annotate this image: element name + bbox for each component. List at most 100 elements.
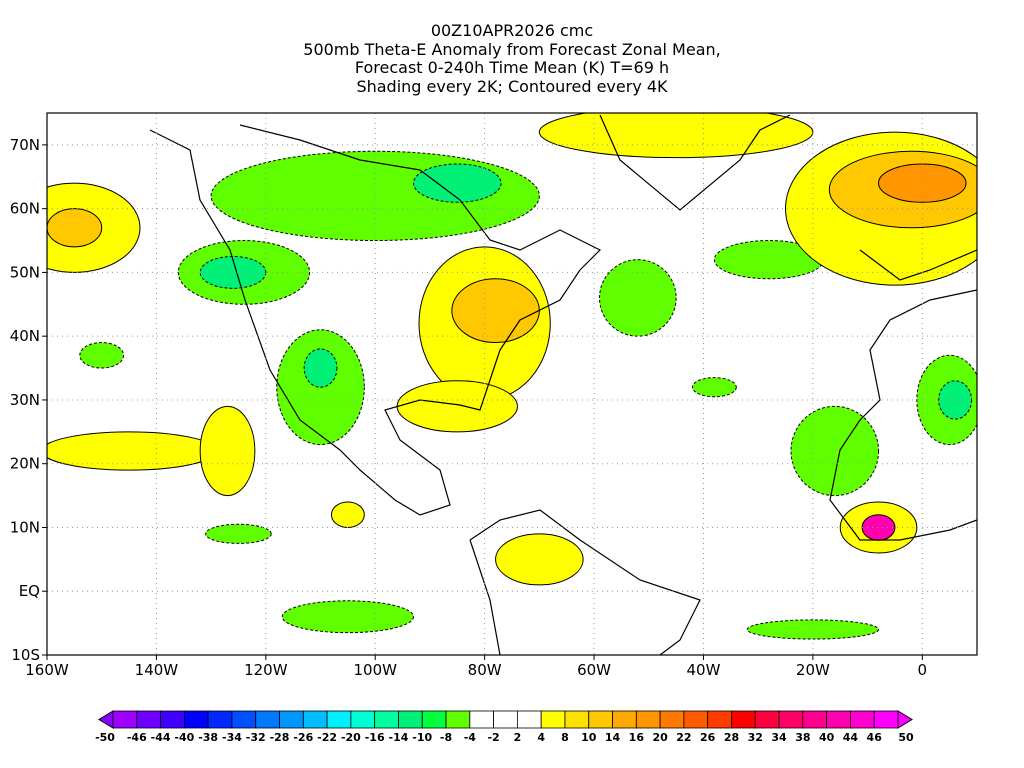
lat-tick-label: EQ [19, 582, 40, 600]
anomaly-region [413, 163, 502, 203]
colorbar-label: 4 [537, 731, 545, 744]
colorbar: -50 -46 -44 -40 -38 -34 -32 -28 -26 -22 -20 -16 -14-… [95, 710, 914, 744]
title-line-4: Shading every 2K; Contoured every 4K [356, 76, 668, 96]
lat-tick-label: 30N [10, 391, 40, 409]
colorbar-swatch [588, 710, 613, 729]
colorbar-label: -44 [151, 731, 171, 744]
colorbar-swatch [136, 710, 161, 729]
colorbar-label: 50 [898, 731, 914, 744]
colorbar-label: -32 [246, 731, 266, 744]
axis-ticks: 160W 140W 120W 100W 80W 60W 40W 20W 0 10S EQ 10N 20N… [10, 136, 927, 679]
south-america-outline [469, 509, 701, 655]
colorbar-label: -22 [317, 731, 337, 744]
lon-tick-label: 60W [577, 661, 611, 679]
colorbar-label: -10 [412, 731, 432, 744]
colorbar-swatch [231, 710, 257, 729]
lon-tick-label: 120W [244, 661, 288, 679]
colorbar-label: 10 [581, 731, 597, 744]
colorbar-swatch [802, 710, 828, 729]
anomaly-region [47, 208, 103, 248]
colorbar-swatch [350, 710, 376, 729]
colorbar-label: -14 [389, 731, 409, 744]
colorbar-label: -2 [487, 731, 499, 744]
anomaly-region [790, 405, 880, 497]
colorbar-label: 28 [724, 731, 739, 744]
lat-tick-label: 40N [10, 327, 40, 345]
colorbar-swatch [659, 710, 685, 729]
colorbar-label: 2 [514, 731, 522, 744]
colorbar-label: 26 [700, 731, 716, 744]
colorbar-label: -16 [365, 731, 385, 744]
anomaly-region [599, 259, 677, 337]
colorbar-swatch [255, 710, 280, 729]
anomaly-region [451, 278, 540, 344]
title-line-3: Forecast 0-240h Time Mean (K) T=69 h [354, 58, 670, 77]
colorbar-label: 44 [843, 731, 859, 744]
greenland-outline [599, 114, 791, 211]
colorbar-swatch [302, 710, 328, 729]
lat-tick-label: 60N [10, 200, 40, 218]
colorbar-swatch [469, 710, 495, 729]
title-line-1: 00Z10APR2026 cmc [430, 21, 594, 40]
anomaly-region [495, 533, 584, 586]
colorbar-label: 32 [748, 731, 763, 744]
lon-tick-label: 100W [354, 661, 398, 679]
lat-tick-label: 70N [10, 136, 40, 154]
colorbar-label: 22 [676, 731, 691, 744]
gridlines [47, 113, 977, 655]
anomaly-region [396, 380, 518, 433]
colorbar-swatch [850, 710, 875, 729]
colorbar-swatch [207, 710, 233, 729]
colorbar-label: -34 [222, 731, 242, 744]
lat-tick-label: 10N [10, 518, 40, 536]
colorbar-label: -50 [95, 731, 115, 744]
colorbar-swatch [635, 710, 661, 729]
anomaly-region [199, 405, 256, 497]
colorbar-swatch [683, 710, 709, 729]
anomaly-region [303, 348, 338, 388]
colorbar-swatch [612, 710, 637, 729]
colorbar-over-arrow [897, 710, 913, 729]
colorbar-swatch [183, 710, 209, 729]
colorbar-label: -40 [174, 731, 194, 744]
colorbar-label: 16 [629, 731, 645, 744]
colorbar-swatch [398, 710, 423, 729]
shaded-regions [47, 113, 977, 640]
chart-title: 00Z10APR2026 cmc 500mb Theta-E Anomaly f… [0, 21, 1024, 96]
colorbar-swatch [873, 710, 899, 729]
anomaly-region [746, 619, 880, 640]
colorbar-swatch [516, 710, 542, 729]
north-america-outline [149, 124, 602, 516]
colorbar-label: -46 [127, 731, 147, 744]
colorbar-label: 8 [561, 731, 569, 744]
colorbar-swatch [421, 710, 447, 729]
colorbar-label: -26 [293, 731, 313, 744]
colorbar-swatch [707, 710, 732, 729]
colorbar-swatch [445, 710, 471, 729]
colorbar-swatch [374, 710, 399, 729]
colorbar-label: -38 [198, 731, 218, 744]
colorbar-swatch [778, 710, 804, 729]
colorbar-swatch [160, 710, 185, 729]
colorbar-under-arrow [98, 710, 114, 729]
colorbar-swatch [540, 710, 566, 729]
colorbar-label: 14 [605, 731, 621, 744]
colorbar-swatch [826, 710, 851, 729]
lat-tick-label: 20N [10, 455, 40, 473]
colorbar-swatch [112, 710, 138, 729]
lon-tick-label: 0 [918, 661, 928, 679]
colorbar-label: 20 [652, 731, 668, 744]
colorbar-swatch [754, 710, 780, 729]
anomaly-region [330, 501, 365, 528]
colorbar-swatch [493, 710, 518, 729]
colorbar-swatch [564, 710, 590, 729]
colorbar-swatch [326, 710, 352, 729]
title-line-2: 500mb Theta-E Anomaly from Forecast Zona… [303, 39, 721, 59]
colorbar-label: 46 [867, 731, 883, 744]
lon-tick-label: 20W [796, 661, 830, 679]
anomaly-region [47, 431, 218, 471]
colorbar-swatch [731, 710, 756, 729]
colorbar-label: 38 [795, 731, 810, 744]
anomaly-region [79, 342, 125, 369]
